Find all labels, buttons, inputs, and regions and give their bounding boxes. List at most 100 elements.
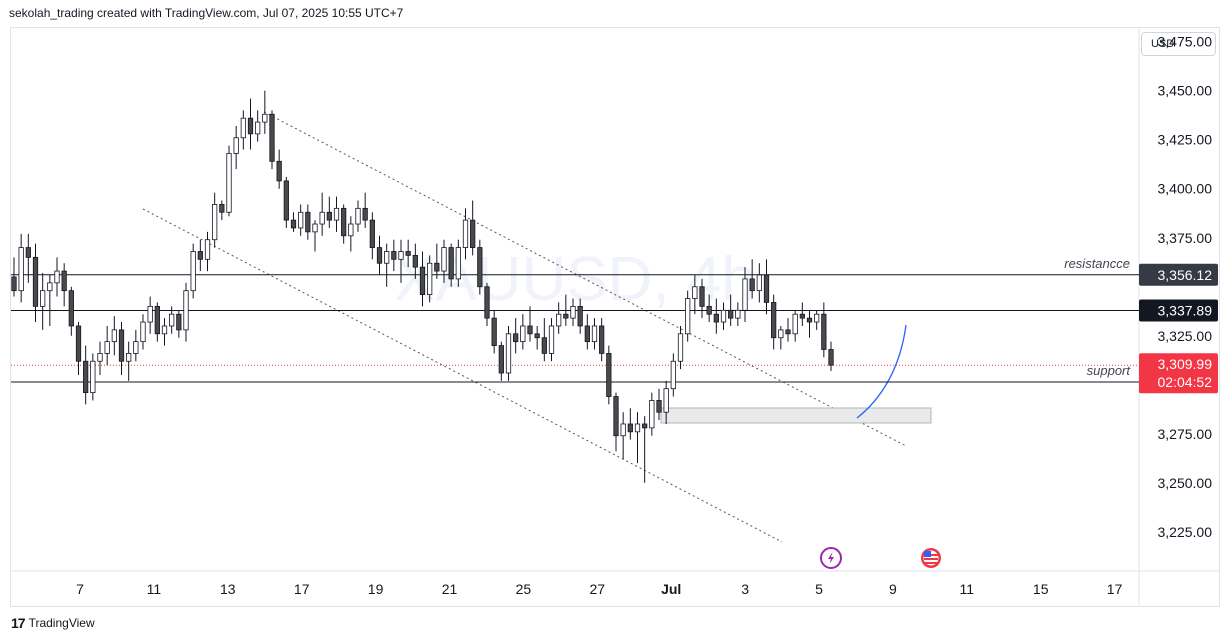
candle[interactable] [204, 231, 211, 272]
candle[interactable] [484, 282, 490, 326]
candle[interactable] [462, 208, 469, 260]
candle[interactable] [799, 302, 805, 326]
candle[interactable] [11, 257, 17, 297]
candle[interactable] [821, 302, 827, 358]
candle[interactable] [527, 306, 533, 342]
candle[interactable] [656, 388, 662, 421]
candle[interactable] [412, 243, 418, 279]
candle[interactable] [362, 192, 368, 228]
candle[interactable] [785, 318, 791, 342]
candle[interactable] [627, 408, 633, 440]
candle[interactable] [104, 325, 110, 366]
candle[interactable] [728, 294, 734, 326]
candle[interactable] [828, 341, 834, 372]
candle[interactable] [176, 310, 182, 338]
candle[interactable] [792, 310, 798, 342]
candle[interactable] [491, 310, 497, 354]
candle[interactable] [326, 196, 332, 228]
candle[interactable] [269, 110, 275, 170]
candle[interactable] [513, 318, 519, 354]
candle[interactable] [570, 298, 576, 326]
candle[interactable] [90, 353, 96, 401]
candle[interactable] [405, 239, 411, 268]
candle[interactable] [68, 286, 74, 336]
candle[interactable] [577, 298, 583, 334]
candle[interactable] [742, 267, 748, 323]
candle[interactable] [18, 233, 24, 303]
candle[interactable] [212, 192, 218, 248]
candle[interactable] [778, 325, 784, 350]
candle[interactable] [706, 294, 712, 323]
candle[interactable] [319, 192, 325, 236]
projection-curve[interactable] [856, 324, 907, 419]
candle[interactable] [118, 322, 125, 375]
candle[interactable] [806, 310, 813, 338]
candle[interactable] [649, 392, 655, 436]
candle[interactable] [25, 233, 31, 283]
candle[interactable] [419, 251, 426, 307]
candle[interactable] [369, 212, 375, 260]
candle[interactable] [32, 243, 39, 323]
candle[interactable] [670, 353, 676, 397]
candle[interactable] [563, 294, 569, 326]
candle[interactable] [183, 282, 189, 342]
candle[interactable] [226, 145, 232, 217]
candle[interactable] [312, 220, 318, 252]
demand-zone-rect[interactable] [660, 407, 932, 424]
candle[interactable] [448, 243, 454, 287]
candle[interactable] [348, 216, 354, 252]
candle[interactable] [599, 318, 605, 362]
currency-selector[interactable]: USD [1141, 32, 1216, 56]
candle[interactable] [548, 318, 555, 362]
candle[interactable] [240, 110, 246, 150]
candle[interactable] [455, 239, 461, 287]
candle[interactable] [233, 126, 239, 170]
candle[interactable] [111, 316, 117, 356]
candle[interactable] [434, 243, 440, 279]
candle[interactable] [247, 98, 254, 150]
us-flag-event-icon[interactable] [921, 548, 941, 568]
candle[interactable] [298, 204, 304, 236]
candle[interactable] [749, 259, 755, 299]
candle[interactable] [384, 243, 390, 287]
candle[interactable] [197, 239, 203, 272]
candle[interactable] [427, 255, 433, 303]
candle[interactable] [620, 412, 626, 460]
channel-lower-line[interactable] [142, 208, 783, 543]
candle[interactable] [613, 392, 619, 452]
candle[interactable] [219, 200, 225, 221]
chart-area[interactable] [10, 27, 1220, 607]
candle[interactable] [47, 274, 53, 326]
candle[interactable] [262, 90, 268, 134]
candle[interactable] [713, 298, 719, 334]
candle[interactable] [634, 412, 641, 464]
candle[interactable] [520, 314, 526, 350]
candle[interactable] [355, 200, 361, 232]
candle[interactable] [771, 294, 777, 350]
candle[interactable] [391, 239, 397, 272]
channel-upper-line[interactable] [263, 111, 907, 447]
candle[interactable] [606, 345, 612, 405]
candle[interactable] [584, 314, 590, 350]
candle[interactable] [75, 322, 82, 375]
candle[interactable] [255, 110, 261, 142]
candle[interactable] [685, 290, 691, 342]
trend-channel[interactable] [142, 111, 907, 543]
candle[interactable] [169, 306, 175, 334]
candle[interactable] [333, 196, 340, 232]
candle[interactable] [470, 200, 476, 256]
candle[interactable] [692, 274, 698, 315]
candle[interactable] [591, 318, 598, 350]
candle[interactable] [642, 416, 648, 483]
candle[interactable] [97, 341, 103, 375]
candle[interactable] [505, 325, 512, 381]
candle[interactable] [283, 176, 289, 228]
candle[interactable] [40, 273, 46, 330]
candle[interactable] [341, 204, 347, 244]
candle[interactable] [140, 314, 146, 350]
candle[interactable] [663, 380, 669, 424]
candle[interactable] [126, 341, 132, 381]
candle[interactable] [398, 239, 404, 283]
candle[interactable] [61, 263, 67, 307]
